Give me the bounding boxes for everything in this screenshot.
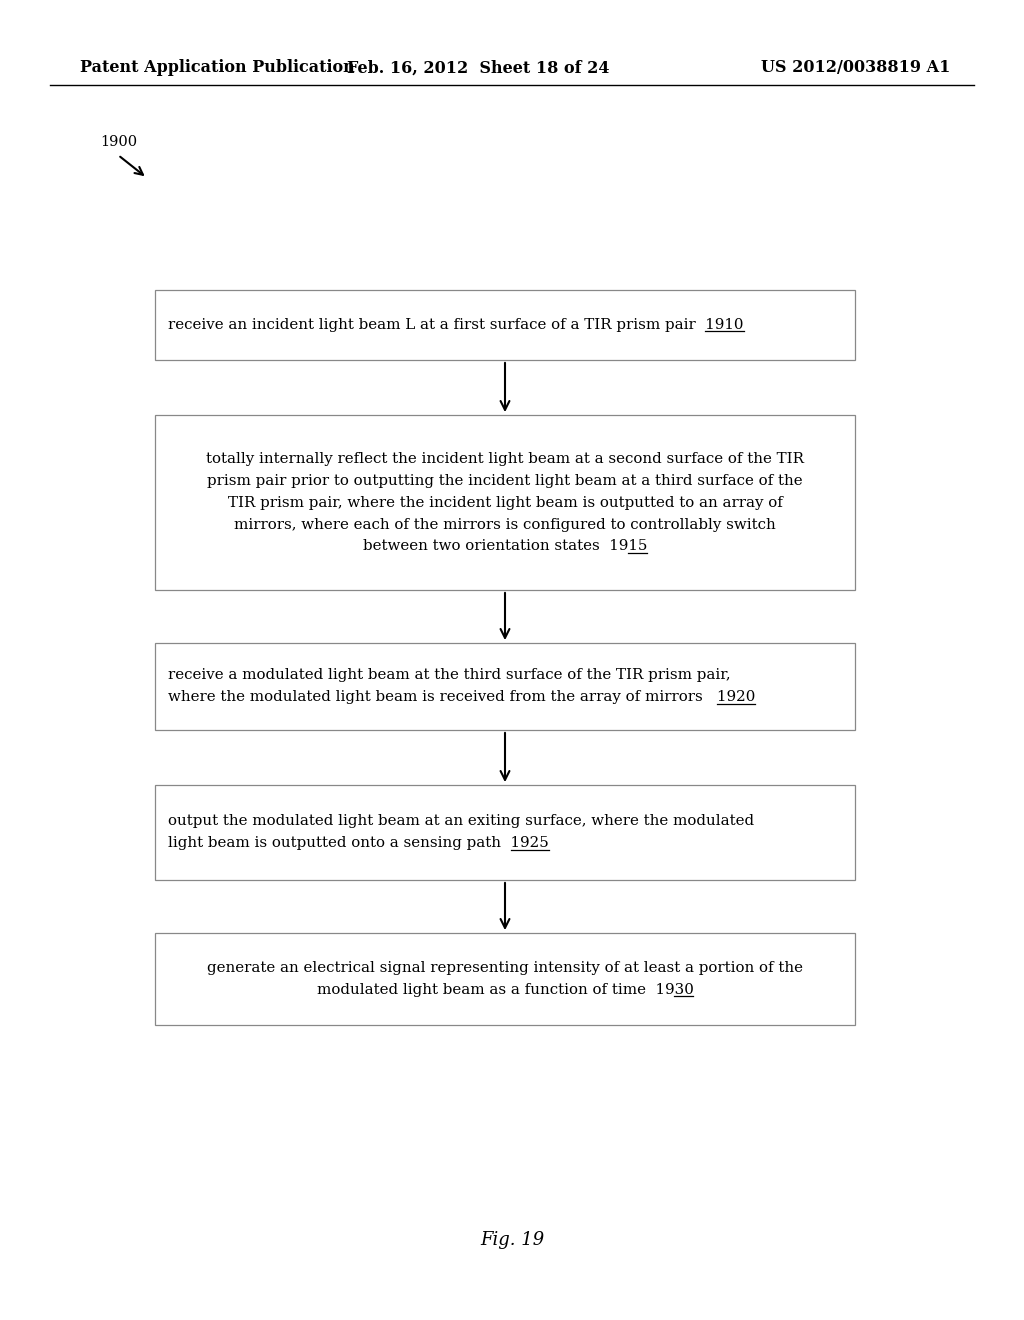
Bar xyxy=(155,414,855,590)
Text: modulated light beam as a function of time: modulated light beam as a function of ti… xyxy=(336,983,674,997)
Text: where the modulated light beam is received from the array of mirrors   1920: where the modulated light beam is receiv… xyxy=(168,690,756,705)
Bar xyxy=(155,290,855,360)
Text: light beam is outputted onto a sensing path  1925: light beam is outputted onto a sensing p… xyxy=(168,837,549,850)
Text: receive an incident light beam L at a first surface of a TIR prism pair  1910: receive an incident light beam L at a fi… xyxy=(168,318,743,333)
Text: modulated light beam as a function of time  1930: modulated light beam as a function of ti… xyxy=(316,983,693,997)
Text: where the modulated light beam is received from the array of mirrors   1920: where the modulated light beam is receiv… xyxy=(168,690,756,705)
Text: mirrors, where each of the mirrors is configured to controllably switch: mirrors, where each of the mirrors is co… xyxy=(234,517,776,532)
Bar xyxy=(155,785,855,880)
Text: Patent Application Publication: Patent Application Publication xyxy=(80,59,354,77)
Text: receive an incident light beam L at a first surface of a TIR prism pair: receive an incident light beam L at a fi… xyxy=(168,318,706,333)
Text: receive an incident light beam L at a first surface of a TIR prism pair  1910: receive an incident light beam L at a fi… xyxy=(168,318,743,333)
Bar xyxy=(155,643,855,730)
Text: modulated light beam as a function of time  1930: modulated light beam as a function of ti… xyxy=(316,983,693,997)
Text: light beam is outputted onto a sensing path: light beam is outputted onto a sensing p… xyxy=(168,837,511,850)
Text: between two orientation states  1915: between two orientation states 1915 xyxy=(362,540,647,553)
Text: output the modulated light beam at an exiting surface, where the modulated: output the modulated light beam at an ex… xyxy=(168,814,754,829)
Text: between two orientation states: between two orientation states xyxy=(382,540,628,553)
Text: receive a modulated light beam at the third surface of the TIR prism pair,: receive a modulated light beam at the th… xyxy=(168,668,731,682)
Text: US 2012/0038819 A1: US 2012/0038819 A1 xyxy=(761,59,950,77)
Bar xyxy=(155,933,855,1026)
Text: totally internally reflect the incident light beam at a second surface of the TI: totally internally reflect the incident … xyxy=(206,451,804,466)
Text: Feb. 16, 2012  Sheet 18 of 24: Feb. 16, 2012 Sheet 18 of 24 xyxy=(347,59,609,77)
Text: generate an electrical signal representing intensity of at least a portion of th: generate an electrical signal representi… xyxy=(207,961,803,975)
Text: Fig. 19: Fig. 19 xyxy=(480,1232,544,1249)
Text: where the modulated light beam is received from the array of mirrors: where the modulated light beam is receiv… xyxy=(168,690,717,705)
Text: prism pair prior to outputting the incident light beam at a third surface of the: prism pair prior to outputting the incid… xyxy=(207,474,803,487)
Text: light beam is outputted onto a sensing path  1925: light beam is outputted onto a sensing p… xyxy=(168,837,549,850)
Text: 1900: 1900 xyxy=(100,135,137,149)
Text: between two orientation states  1915: between two orientation states 1915 xyxy=(362,540,647,553)
Text: TIR prism pair, where the incident light beam is outputted to an array of: TIR prism pair, where the incident light… xyxy=(227,495,782,510)
